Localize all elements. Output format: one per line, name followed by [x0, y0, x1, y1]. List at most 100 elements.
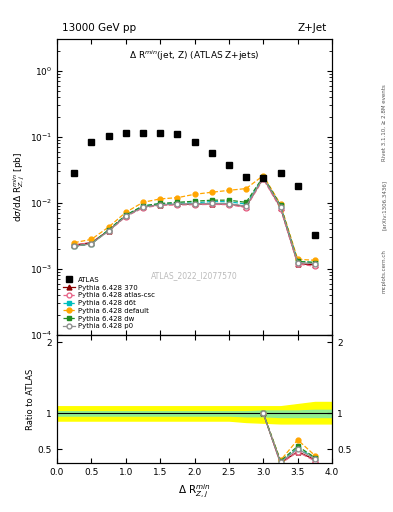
Pythia 6.428 default: [89, 237, 94, 243]
Pythia 6.428 atlas-csc: [106, 228, 111, 234]
Pythia 6.428 p0: [226, 201, 231, 207]
Y-axis label: Ratio to ATLAS: Ratio to ATLAS: [26, 369, 35, 430]
Pythia 6.428 default: [175, 195, 180, 201]
Line: Pythia 6.428 d6t: Pythia 6.428 d6t: [72, 175, 317, 265]
Pythia 6.428 default: [226, 187, 231, 194]
Pythia 6.428 370: [106, 227, 111, 233]
Pythia 6.428 370: [226, 201, 231, 207]
Pythia 6.428 dw: [89, 241, 94, 247]
Pythia 6.428 default: [106, 224, 111, 230]
ATLAS: [89, 139, 94, 145]
Text: [arXiv:1306.3436]: [arXiv:1306.3436]: [382, 180, 387, 230]
ATLAS: [312, 231, 317, 238]
Pythia 6.428 dw: [261, 174, 266, 180]
Line: Pythia 6.428 dw: Pythia 6.428 dw: [72, 174, 317, 265]
Line: Pythia 6.428 370: Pythia 6.428 370: [72, 176, 317, 267]
Pythia 6.428 d6t: [158, 201, 163, 207]
Pythia 6.428 p0: [312, 261, 317, 267]
Pythia 6.428 default: [123, 209, 128, 216]
Text: ATLAS_2022_I2077570: ATLAS_2022_I2077570: [151, 271, 238, 280]
Pythia 6.428 p0: [89, 241, 94, 247]
Pythia 6.428 370: [312, 262, 317, 268]
Pythia 6.428 atlas-csc: [141, 205, 145, 211]
Pythia 6.428 dw: [72, 243, 77, 249]
Pythia 6.428 p0: [175, 201, 180, 207]
Pythia 6.428 default: [278, 201, 283, 207]
X-axis label: $\Delta$ R$^{min}_{Z,j}$: $\Delta$ R$^{min}_{Z,j}$: [178, 483, 211, 500]
Pythia 6.428 atlas-csc: [123, 214, 128, 220]
Pythia 6.428 p0: [106, 228, 111, 234]
Pythia 6.428 default: [141, 199, 145, 205]
Pythia 6.428 dw: [209, 197, 214, 203]
Line: Pythia 6.428 default: Pythia 6.428 default: [72, 173, 317, 263]
ATLAS: [192, 138, 197, 144]
Pythia 6.428 default: [261, 173, 266, 179]
Pythia 6.428 default: [296, 256, 300, 262]
Pythia 6.428 d6t: [106, 227, 111, 233]
Pythia 6.428 dw: [192, 198, 197, 204]
Pythia 6.428 dw: [175, 199, 180, 205]
Pythia 6.428 p0: [244, 203, 248, 209]
Pythia 6.428 p0: [209, 200, 214, 206]
Pythia 6.428 default: [209, 189, 214, 195]
Pythia 6.428 370: [261, 175, 266, 181]
Y-axis label: d$\sigma$/d$\Delta$ R$^{min}_{Z,j}$ [pb]: d$\sigma$/d$\Delta$ R$^{min}_{Z,j}$ [pb]: [11, 152, 27, 222]
Pythia 6.428 atlas-csc: [244, 204, 248, 210]
Pythia 6.428 p0: [192, 201, 197, 207]
ATLAS: [261, 175, 266, 181]
Line: ATLAS: ATLAS: [71, 130, 318, 238]
Pythia 6.428 d6t: [72, 243, 77, 249]
Pythia 6.428 370: [244, 203, 248, 209]
Pythia 6.428 atlas-csc: [296, 261, 300, 267]
Pythia 6.428 p0: [261, 175, 266, 181]
Pythia 6.428 370: [141, 204, 145, 210]
Pythia 6.428 p0: [296, 260, 300, 266]
ATLAS: [209, 150, 214, 156]
Text: Z+Jet: Z+Jet: [298, 23, 327, 33]
Pythia 6.428 atlas-csc: [226, 202, 231, 208]
Pythia 6.428 d6t: [141, 203, 145, 209]
Pythia 6.428 d6t: [175, 200, 180, 206]
Pythia 6.428 atlas-csc: [192, 202, 197, 208]
Pythia 6.428 d6t: [123, 212, 128, 218]
Pythia 6.428 p0: [158, 202, 163, 208]
Pythia 6.428 default: [158, 196, 163, 202]
Text: Rivet 3.1.10, ≥ 2.8M events: Rivet 3.1.10, ≥ 2.8M events: [382, 84, 387, 161]
Pythia 6.428 atlas-csc: [278, 205, 283, 211]
Pythia 6.428 d6t: [296, 259, 300, 265]
Pythia 6.428 dw: [226, 197, 231, 203]
Pythia 6.428 d6t: [261, 174, 266, 180]
ATLAS: [123, 130, 128, 136]
ATLAS: [226, 162, 231, 168]
ATLAS: [106, 133, 111, 139]
Pythia 6.428 dw: [296, 259, 300, 265]
Pythia 6.428 atlas-csc: [158, 202, 163, 208]
ATLAS: [175, 131, 180, 137]
Pythia 6.428 atlas-csc: [261, 176, 266, 182]
Pythia 6.428 atlas-csc: [175, 202, 180, 208]
ATLAS: [244, 174, 248, 180]
Pythia 6.428 dw: [106, 227, 111, 233]
ATLAS: [158, 131, 163, 137]
Pythia 6.428 default: [312, 257, 317, 263]
Pythia 6.428 dw: [158, 200, 163, 206]
Text: $\Delta$ R$^{min}$(jet, Z) (ATLAS Z+jets): $\Delta$ R$^{min}$(jet, Z) (ATLAS Z+jets…: [129, 48, 260, 62]
Pythia 6.428 370: [123, 212, 128, 219]
Pythia 6.428 default: [72, 240, 77, 246]
Pythia 6.428 370: [175, 201, 180, 207]
Pythia 6.428 default: [192, 191, 197, 197]
Pythia 6.428 dw: [141, 203, 145, 209]
Pythia 6.428 p0: [141, 204, 145, 210]
Pythia 6.428 370: [158, 202, 163, 208]
Pythia 6.428 dw: [123, 212, 128, 218]
Pythia 6.428 370: [278, 204, 283, 210]
Pythia 6.428 370: [209, 201, 214, 207]
Pythia 6.428 370: [89, 240, 94, 246]
Line: Pythia 6.428 p0: Pythia 6.428 p0: [72, 176, 317, 266]
Pythia 6.428 atlas-csc: [312, 263, 317, 269]
Pythia 6.428 dw: [312, 260, 317, 266]
Line: Pythia 6.428 atlas-csc: Pythia 6.428 atlas-csc: [72, 177, 317, 269]
Pythia 6.428 d6t: [89, 241, 94, 247]
Pythia 6.428 p0: [123, 213, 128, 219]
Pythia 6.428 p0: [72, 243, 77, 249]
